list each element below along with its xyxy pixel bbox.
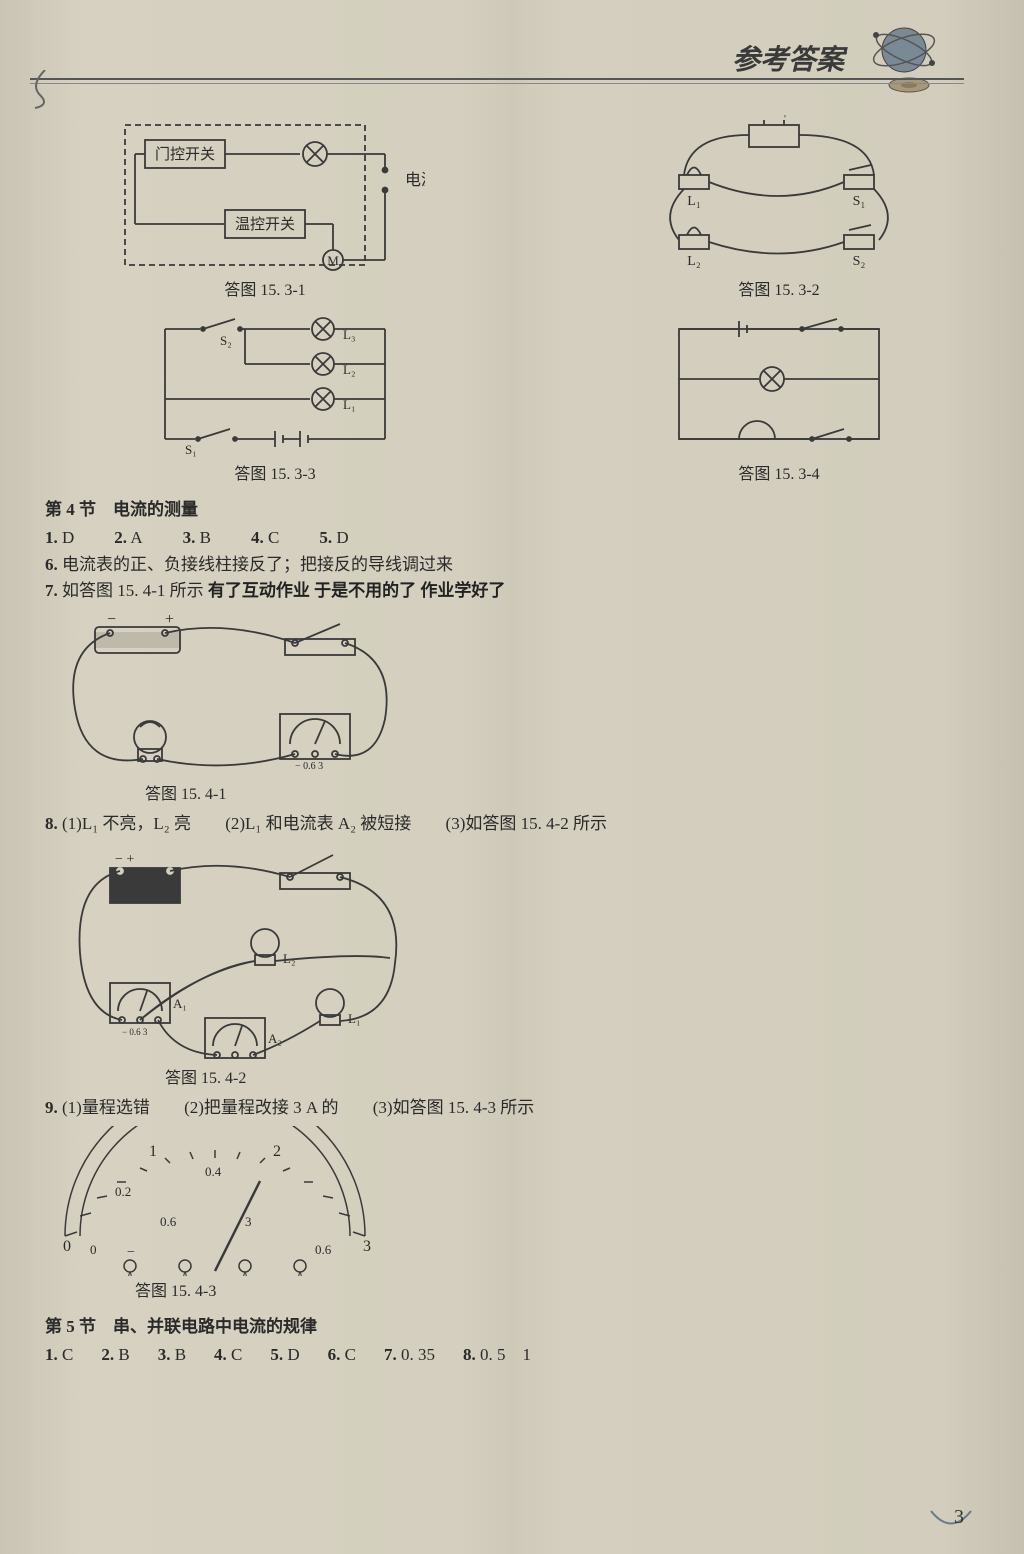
figure-15-3-2: − + L₁ S₁ — [639, 115, 919, 303]
q9-line: 9. (1)量程选错 (2)把量程改接 3 A 的 (3)如答图 15. 4-3… — [45, 1095, 979, 1121]
svg-text:−: − — [107, 611, 116, 628]
circuit-diagram-15-3-4 — [659, 309, 899, 459]
svg-text:3: 3 — [363, 1238, 371, 1255]
section-4-mc: 1. D 2. A 3. B 4. C 5. D — [45, 525, 979, 551]
l1-label: L₁ — [687, 194, 700, 209]
section-5-title: 第 5 节 串、并联电路中电流的规律 — [45, 1314, 979, 1340]
ans-item: 7. 0. 35 — [384, 1342, 435, 1368]
svg-text:− 0.6 3: − 0.6 3 — [295, 761, 323, 772]
circuit-diagram-15-3-3: S₂ L₃ L₂ L₁ — [145, 309, 405, 459]
fig-caption-15-3-4: 答图 15. 3-4 — [659, 463, 899, 487]
handwritten-note: 有了互动作业 于是不用的了 作业学好了 — [208, 581, 506, 600]
header-title: 参考答案 — [732, 38, 844, 78]
ans-item: 8. 0. 5 1 — [463, 1342, 531, 1368]
page-header: 参考答案 — [30, 30, 964, 100]
svg-text:− 0.6 3: − 0.6 3 — [122, 1027, 148, 1037]
svg-text:− +: − + — [115, 852, 134, 867]
mc-item: 4. C — [251, 525, 279, 551]
svg-text:+: + — [165, 611, 174, 628]
svg-text:0.6: 0.6 — [160, 1214, 177, 1229]
fig-caption-15-3-1: 答图 15. 3-1 — [105, 279, 425, 303]
fig-caption-15-4-2: 答图 15. 4-2 — [165, 1067, 979, 1091]
svg-text:− 0.6 3: − 0.6 3 — [217, 1062, 243, 1063]
page-number: 3 — [954, 1506, 964, 1529]
fig-caption-15-4-1: 答图 15. 4-1 — [145, 783, 979, 807]
header-rule — [30, 78, 964, 84]
mc-item: 2. A — [114, 525, 142, 551]
circuit-diagram-15-4-1: − + − 0.6 3 — [55, 609, 415, 779]
svg-text:−: − — [759, 115, 767, 123]
ans-item: 3. B — [158, 1342, 186, 1368]
figure-row-1: 门控开关 温控开关 M — [45, 115, 979, 303]
circuit-diagram-15-4-2: − + L₂ L₁ A₁ − 0.6 3 — [55, 843, 435, 1063]
circuit-diagram-15-3-2: − + L₁ S₁ — [639, 115, 919, 275]
fig-caption-15-4-3: 答图 15. 4-3 — [135, 1280, 979, 1304]
ans-item: 1. C — [45, 1342, 73, 1368]
q6-line: 6. 电流表的正、负接线柱接反了；把接反的导线调过来 — [45, 552, 979, 578]
s2-label: S₂ — [853, 254, 866, 269]
q7-line: 7. 如答图 15. 4-1 所示 有了互动作业 于是不用的了 作业学好了 — [45, 578, 979, 604]
figure-15-4-3: 0 1 2 3 0.2 0.4 0 0.6 3 0.6 − — [45, 1126, 979, 1304]
mc-item: 5. D — [319, 525, 348, 551]
s2-label: S₂ — [220, 333, 232, 348]
mc-item: 1. D — [45, 525, 74, 551]
a1-label: A₁ — [173, 996, 187, 1011]
circuit-diagram-15-3-1: 门控开关 温控开关 M — [105, 115, 425, 275]
figure-row-2: S₂ L₃ L₂ L₁ — [45, 309, 979, 487]
svg-text:0: 0 — [63, 1238, 71, 1255]
motor-label: M — [327, 253, 339, 268]
page-number-arc — [926, 1506, 976, 1536]
ans-item: 6. C — [328, 1342, 356, 1368]
section-4-title: 第 4 节 电流的测量 — [45, 497, 979, 523]
ans-item: 5. D — [270, 1342, 299, 1368]
s1-label: S₁ — [853, 194, 866, 209]
figure-15-3-1: 门控开关 温控开关 M — [105, 115, 425, 303]
q8-line: 8. (1)L₁ 不亮，L₂ 亮 (2)L₁ 和电流表 A₂ 被短接 (3)如答… — [45, 811, 979, 837]
figure-15-3-4: 答图 15. 3-4 — [659, 309, 899, 487]
svg-text:0.2: 0.2 — [115, 1184, 131, 1199]
ammeter-dial-15-4-3: 0 1 2 3 0.2 0.4 0 0.6 3 0.6 − — [45, 1126, 385, 1276]
svg-text:3: 3 — [245, 1214, 252, 1229]
l2-label: L₂ — [687, 254, 701, 269]
temp-switch-label: 温控开关 — [235, 216, 295, 233]
svg-text:2: 2 — [273, 1143, 281, 1160]
svg-text:+: + — [781, 115, 789, 123]
ans-item: 4. C — [214, 1342, 242, 1368]
figure-15-4-2: − + L₂ L₁ A₁ − 0.6 3 — [55, 843, 979, 1091]
page-content: 门控开关 温控开关 M — [45, 115, 979, 1514]
header-curl-icon — [25, 70, 65, 110]
svg-text:0: 0 — [90, 1242, 97, 1257]
figure-15-4-1: − + − 0.6 3 — [55, 609, 979, 807]
svg-text:−: − — [127, 1245, 135, 1260]
fig-caption-15-3-2: 答图 15. 3-2 — [639, 279, 919, 303]
section-5-answers: 1. C 2. B 3. B 4. C 5. D 6. C 7. 0. 35 8… — [45, 1342, 979, 1368]
door-switch-label: 门控开关 — [155, 146, 215, 163]
power-label: 电源 — [405, 171, 425, 189]
svg-text:0.6: 0.6 — [315, 1242, 332, 1257]
fig-caption-15-3-3: 答图 15. 3-3 — [145, 463, 405, 487]
figure-15-3-3: S₂ L₃ L₂ L₁ — [145, 309, 405, 487]
svg-text:0.4: 0.4 — [205, 1164, 222, 1179]
mc-item: 3. B — [183, 525, 211, 551]
svg-text:1: 1 — [149, 1143, 157, 1160]
ans-item: 2. B — [101, 1342, 129, 1368]
s1-label: S₁ — [185, 442, 197, 457]
